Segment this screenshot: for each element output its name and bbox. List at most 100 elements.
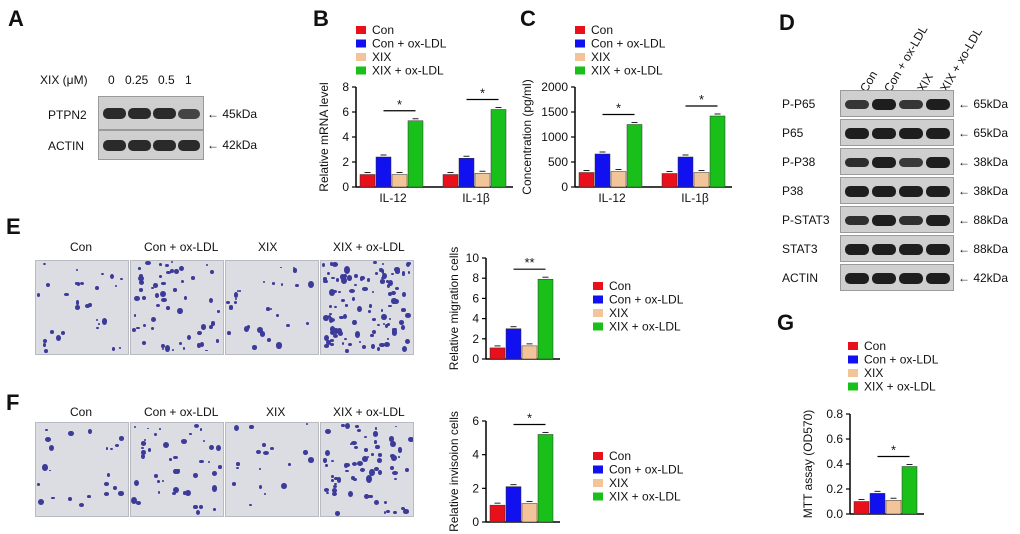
actin-label-a: ACTIN [48,139,84,153]
chart-g-sig-mark: * [891,443,896,458]
blot-label-p-p38: P-P38 [782,155,816,169]
legend-b-label-2: XIX [372,50,391,64]
chart-g-ytick-label: 0.8 [826,407,843,421]
dose-05: 0.5 [158,73,175,87]
chart-f-ytick-label: 4 [472,448,479,462]
chart-g-ytick-label: 0.6 [826,432,843,446]
blot-arrow-icon-p-stat3: ← 88kDa [958,213,1009,227]
chart-b-sig-mark: * [397,97,402,112]
chart-f-ytick-label: 2 [472,481,479,495]
chart-b-bar-3-0 [407,120,424,188]
chart-b-ytick-label: 4 [342,130,349,144]
legend-b-swatch-0 [356,26,366,34]
e-micrograph-xix [225,260,319,355]
chart-c-bar-2-1 [693,172,710,188]
chart-e-ytick-label: 6 [472,291,479,305]
legend-e-swatch-2 [593,309,603,317]
panel-d-label: D [779,10,795,35]
legend-e-swatch-3 [593,322,603,331]
legend-c-label-1: Con + ox-LDL [591,37,666,51]
chart-b-bar-1-1 [458,158,475,188]
chart-c-sig-mark: * [616,101,621,116]
chart-e-ytick-label: 4 [472,312,479,326]
chart-g-bar-1-0 [869,493,886,515]
chart-f-sig-mark: * [527,410,532,425]
chart-b-ylabel: Relative mRNA level [317,82,331,191]
chart-b-ytick-label: 6 [342,105,349,119]
blot-label-p38: P38 [782,184,804,198]
legend-b-swatch-2 [356,53,366,61]
f-caption-con: Con [70,405,93,419]
legend-b-label-1: Con + ox-LDL [372,37,447,51]
e-caption-xix-oxldl: XIX + ox-LDL [333,240,405,254]
legend-g-swatch-0 [848,342,858,350]
legend-g-swatch-1 [848,355,858,364]
legend-e-swatch-0 [593,282,603,290]
chart-f-bar-3-0 [537,434,554,523]
chart-c-ytick-label: 500 [548,155,568,169]
actin-arrow-icon-a: ← 42kDa [207,138,258,152]
chart-c-ylabel: Concentration (pg/ml) [520,79,534,194]
chart-c-bar-1-0 [594,153,611,188]
blot-stat3 [840,235,954,262]
ptpn2-blot [98,96,204,130]
legend-e-label-3: XIX + ox-LDL [609,320,681,334]
chart-c-bar-0-1 [661,173,678,188]
legend-g-label-2: XIX [864,366,883,380]
legend-f-swatch-3 [593,492,603,501]
chart-c-xtick-label: IL-1β [681,191,709,205]
legend-f-swatch-0 [593,452,603,460]
legend-g-label-1: Con + ox-LDL [864,353,939,367]
legend-b-label-0: Con [372,23,394,37]
legend-c-swatch-3 [575,66,585,75]
blot-actin [840,264,954,291]
e-micrograph-con [35,260,129,355]
chart-c-bar-0-0 [578,172,595,188]
chart-f-bar-2-0 [521,503,538,523]
chart-g-bar-3-0 [901,466,918,515]
chart-f-ytick-label: 0 [472,515,479,529]
chart-c-ytick-label: 0 [561,180,568,194]
legend-e-swatch-1 [593,295,603,304]
chart-b-bar-0-0 [359,174,376,188]
chart-g-ytick-label: 0.2 [826,482,843,496]
chart-b-xtick-label: IL-1β [462,191,490,205]
chart-g-ytick-label: 0.4 [826,457,843,471]
chart-b-bar-1-0 [375,156,392,188]
chart-b-ytick-label: 2 [342,155,349,169]
chart-e-ytick-label: 2 [472,332,479,346]
chart-c-ytick-label: 1500 [541,105,568,119]
f-micrograph-con [35,422,129,517]
blot-p38 [840,177,954,204]
blot-p-p38 [840,148,954,175]
legend-e-label-1: Con + ox-LDL [609,293,684,307]
f-micrograph-xix [225,422,319,517]
blot-p-stat3 [840,206,954,233]
legend-c-swatch-2 [575,53,585,61]
panel-f-label: F [6,390,20,415]
legend-c-label-3: XIX + ox-LDL [591,64,663,78]
legend-c-swatch-0 [575,26,585,34]
blot-p65 [840,119,954,146]
chart-c-sig-mark: * [699,92,704,107]
legend-e-label-0: Con [609,279,631,293]
legend-b-swatch-3 [356,66,366,75]
ptpn2-arrow-icon: ← 45kDa [207,107,258,121]
blot-label-p-stat3: P-STAT3 [782,213,830,227]
chart-c-ytick-label: 1000 [541,130,568,144]
xix-dose-label: XIX (μM) [40,73,88,87]
legend-g-label-0: Con [864,339,886,353]
legend-f-label-0: Con [609,449,631,463]
panel-c-label: C [520,6,536,31]
chart-g-bar-0-0 [853,501,870,515]
e-micrograph-xix-oxldl [320,260,414,355]
chart-e-bar-2-0 [521,345,538,360]
blot-arrow-icon-p-p38: ← 38kDa [958,155,1009,169]
e-micrograph-con-oxldl [130,260,224,355]
blot-arrow-icon-p65: ← 65kDa [958,126,1009,140]
legend-b-label-3: XIX + ox-LDL [372,64,444,78]
chart-g-ytick-label: 0.0 [826,507,843,521]
legend-g-swatch-3 [848,382,858,391]
legend-f-label-2: XIX [609,476,628,490]
